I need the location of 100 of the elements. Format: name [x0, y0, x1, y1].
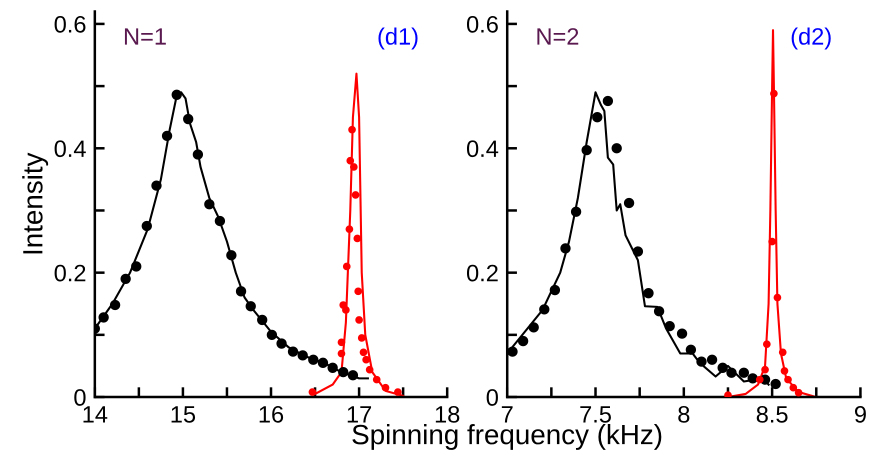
y-tick-label: 0: [74, 389, 86, 406]
point: [257, 314, 268, 326]
x-tick-label: 14: [84, 406, 108, 422]
point: [602, 96, 614, 106]
x-tick-label: 17: [348, 406, 372, 422]
point: [784, 376, 792, 384]
point: [686, 344, 696, 355]
point: [372, 376, 381, 384]
point: [748, 373, 758, 384]
x-tick-label: 15: [172, 406, 196, 423]
point: [214, 216, 226, 226]
x-tick-label: 7: [502, 406, 513, 422]
point: [726, 368, 737, 378]
point: [354, 288, 362, 296]
y-tick-label: 0.6: [54, 16, 86, 33]
point: [632, 246, 644, 257]
point: [770, 378, 781, 390]
point: [348, 370, 358, 380]
point: [550, 284, 560, 296]
point: [612, 143, 622, 154]
point: [110, 300, 120, 310]
x-tick-label: 8: [678, 406, 690, 423]
point: [318, 358, 328, 368]
point: [172, 90, 182, 100]
point: [338, 367, 348, 378]
point: [352, 191, 360, 199]
point: [794, 388, 802, 396]
annotation: N=2: [537, 28, 578, 45]
point: [724, 391, 732, 398]
point: [308, 354, 318, 365]
point: [142, 220, 152, 232]
y-tick-label: 0.6: [466, 16, 498, 33]
point: [266, 330, 278, 340]
annotation: N=1: [124, 28, 166, 45]
point: [676, 328, 688, 339]
point: [756, 376, 764, 384]
point: [780, 367, 788, 375]
point: [348, 126, 356, 134]
point: [770, 90, 778, 98]
point: [131, 261, 142, 272]
point: [346, 225, 354, 233]
point: [338, 338, 346, 346]
point: [643, 288, 654, 298]
point: [654, 306, 664, 316]
point: [539, 304, 550, 314]
point: [592, 112, 602, 122]
point: [774, 294, 782, 302]
point: [518, 336, 528, 346]
point: [778, 348, 787, 356]
point: [507, 346, 518, 357]
point: [360, 348, 368, 356]
point: [308, 388, 316, 396]
point: [718, 362, 728, 373]
point: [362, 356, 370, 364]
point: [358, 334, 366, 342]
point: [706, 354, 718, 365]
point: [624, 198, 634, 208]
point: [528, 322, 539, 333]
point: [763, 340, 771, 348]
y-axis-title: Intensity: [22, 152, 48, 254]
point: [162, 130, 172, 141]
point: [236, 286, 246, 296]
x-tick-label: 9: [854, 406, 866, 423]
point: [366, 366, 374, 374]
point: [350, 163, 358, 171]
point: [761, 366, 769, 374]
x-tick-label: 7.5: [580, 406, 611, 423]
point: [204, 199, 214, 210]
y-tick-label: 0.4: [54, 140, 86, 158]
point: [342, 262, 351, 270]
point: [338, 350, 346, 358]
point: [98, 312, 109, 323]
point: [276, 338, 287, 349]
annotation: (d1): [378, 27, 418, 50]
point: [288, 346, 298, 357]
point: [696, 356, 707, 367]
point: [560, 243, 571, 254]
point: [664, 320, 675, 332]
point: [246, 301, 256, 312]
x-tick-label: 16: [260, 406, 284, 423]
point: [342, 306, 350, 314]
point: [298, 350, 308, 361]
point: [192, 149, 204, 160]
point: [394, 388, 402, 396]
y-tick-label: 0: [486, 389, 498, 406]
y-tick-label: 0.2: [466, 264, 498, 282]
point: [354, 234, 362, 242]
point: [382, 384, 390, 392]
point: [582, 145, 592, 156]
point: [346, 156, 354, 165]
x-tick-label: 18: [436, 406, 460, 423]
y-tick-label: 0.2: [54, 264, 86, 282]
annotation: (d2): [792, 27, 831, 50]
point: [768, 238, 776, 246]
point: [738, 368, 750, 378]
y-tick-label: 0.4: [466, 140, 498, 158]
point: [355, 316, 363, 324]
point: [183, 114, 194, 124]
point: [570, 206, 582, 217]
point: [120, 274, 131, 284]
